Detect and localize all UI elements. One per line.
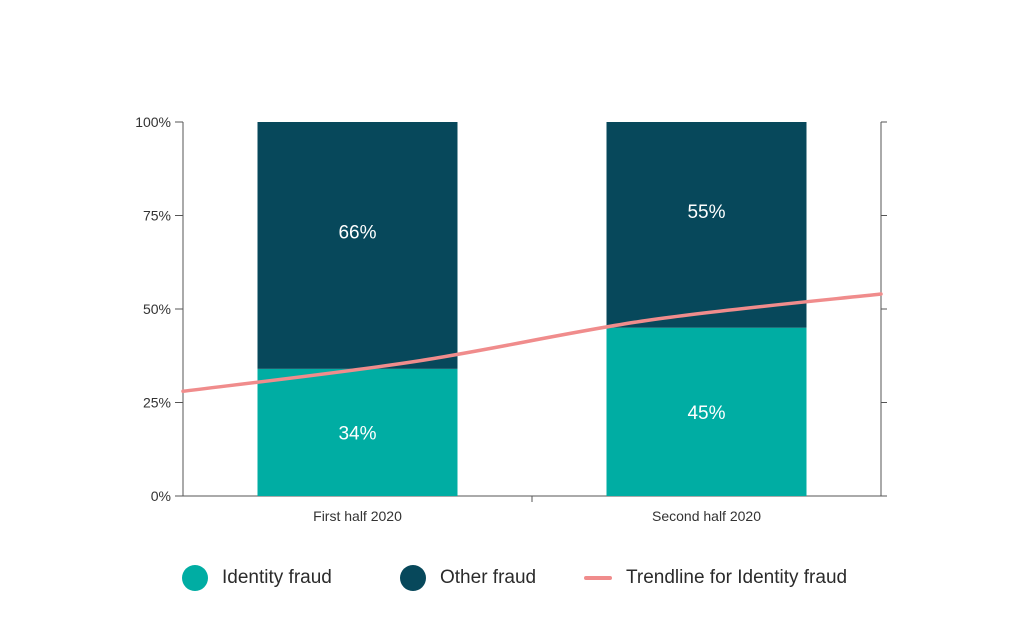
legend-swatch-identity-fraud xyxy=(182,565,208,591)
legend-label-trendline: Trendline for Identity fraud xyxy=(626,567,848,588)
legend-swatch-other-fraud xyxy=(400,565,426,591)
bar-other-fraud xyxy=(257,122,458,369)
x-tick-label: Second half 2020 xyxy=(652,508,761,524)
legend-label-other-fraud: Other fraud xyxy=(440,567,537,588)
data-label: 55% xyxy=(687,202,725,223)
chart-trendline xyxy=(181,292,883,394)
data-label: 34% xyxy=(338,423,376,444)
legend-item-identity-fraud: Identity fraud xyxy=(182,558,332,598)
bar-other-fraud xyxy=(606,122,807,328)
data-label: 66% xyxy=(338,222,376,243)
legend-label-identity-fraud: Identity fraud xyxy=(222,567,332,588)
legend-item-other-fraud: Other fraud xyxy=(400,558,536,598)
y-tick-label: 100% xyxy=(135,114,171,130)
data-label: 45% xyxy=(687,403,725,424)
trendline-identity-fraud xyxy=(181,292,883,394)
bar-identity-fraud xyxy=(606,327,807,496)
legend-swatch-trendline xyxy=(584,576,612,580)
bar-identity-fraud xyxy=(257,368,458,496)
y-tick-label: 75% xyxy=(143,208,171,224)
legend-item-trendline: Trendline for Identity fraud xyxy=(584,558,847,598)
chart-labels: 0% 25% 50% 75% 100% First half 2020 Second hal… xyxy=(135,114,761,524)
y-tick-label: 25% xyxy=(143,395,171,411)
chart-bars xyxy=(257,122,807,496)
y-tick-label: 0% xyxy=(151,488,171,504)
y-tick-label: 50% xyxy=(143,301,171,317)
chart-legend: Identity fraud Other fraud Trendline for… xyxy=(0,558,1024,598)
x-tick-label: First half 2020 xyxy=(313,508,402,524)
